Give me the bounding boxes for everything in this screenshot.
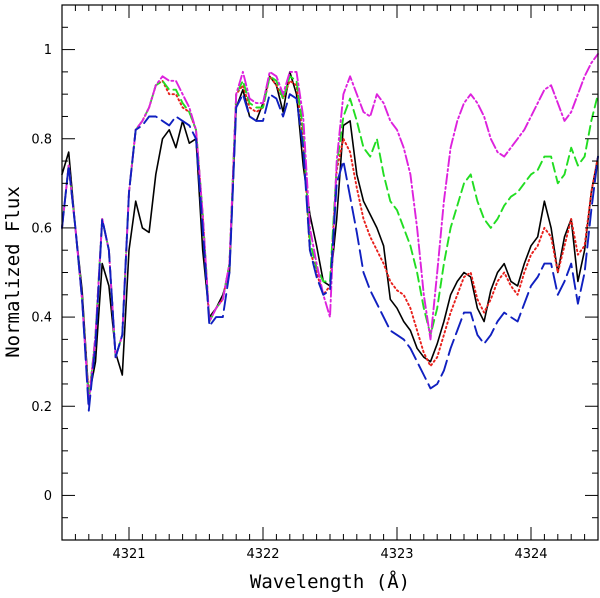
tick-layer (61, 4, 599, 541)
y-tick-label: 0.6 (31, 221, 52, 236)
y-tick-label: 0 (44, 489, 52, 504)
tick-label-layer: 4321 4322 4323 4324 0 0.2 0.4 0.6 0.8 1 (31, 43, 547, 562)
y-axis-title: Normalized Flux (2, 186, 24, 358)
x-tick-label: 4321 (112, 547, 145, 562)
y-tick-label: 0.4 (31, 311, 52, 326)
x-tick-label: 4323 (380, 547, 413, 562)
y-tick-label: 0.8 (31, 132, 52, 147)
y-tick-label: 1 (44, 43, 52, 58)
series-line-model-green-dashed (61, 75, 599, 403)
series-layer (61, 53, 599, 412)
x-tick-label: 4322 (246, 547, 279, 562)
x-axis-title: Wavelength (Å) (250, 570, 410, 593)
x-tick-label: 4324 (514, 547, 547, 562)
series-line-model-red-dotted (61, 75, 599, 399)
series-line-model-magenta-dashdot (61, 53, 599, 408)
y-tick-label: 0.2 (31, 400, 52, 415)
series-line-model-blue-longdash (61, 93, 599, 412)
